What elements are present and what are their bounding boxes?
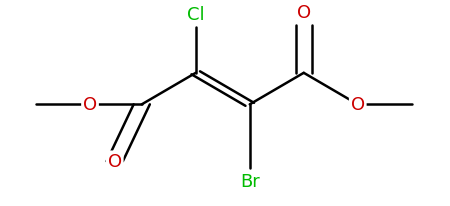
Text: O: O	[351, 96, 365, 114]
Text: Br: Br	[240, 173, 260, 191]
Text: O: O	[83, 96, 97, 114]
Text: O: O	[297, 4, 311, 22]
Text: O: O	[108, 152, 122, 170]
Text: Cl: Cl	[187, 6, 205, 24]
